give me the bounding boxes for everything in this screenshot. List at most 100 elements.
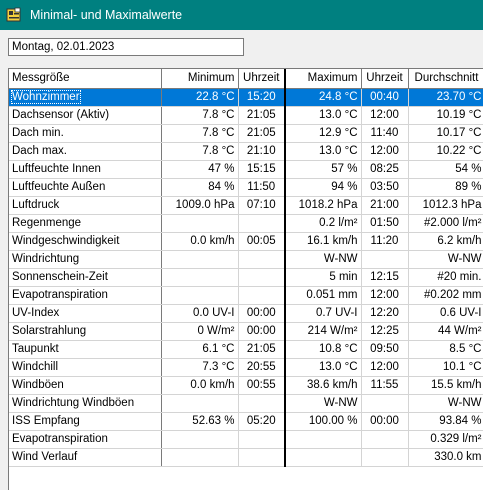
row-average: 0.6 UV-I	[408, 304, 483, 323]
header-max-time[interactable]: Uhrzeit	[361, 69, 409, 89]
row-min-time	[238, 268, 286, 287]
row-average: 23.70 °C	[408, 88, 483, 107]
row-min-time: 20:55	[238, 358, 286, 377]
row-maximum: 94 %	[285, 178, 362, 197]
table-row[interactable]: Windgeschwindigkeit 0.0 km/h 00:05 16.1 km/…	[9, 232, 483, 251]
row-maximum: 10.8 °C	[285, 340, 362, 359]
row-maximum: 0.051 mm	[285, 286, 362, 305]
row-name: Taupunkt	[9, 340, 162, 359]
row-maximum: 0.2 l/m²	[285, 214, 362, 233]
row-max-time	[361, 448, 409, 467]
row-name-label: Windrichtung	[12, 253, 80, 265]
table-row[interactable]: Luftdruck 1009.0 hPa 07:10 1018.2 hPa 21:00 1…	[9, 196, 483, 215]
row-name-label: Evapotranspiration	[12, 433, 108, 445]
row-min-time	[238, 394, 286, 413]
row-max-time	[361, 394, 409, 413]
table-row[interactable]: Luftfeuchte Innen 47 % 15:15 57 % 08:25 54 %	[9, 160, 483, 179]
row-max-time: 09:50	[361, 340, 409, 359]
row-max-time: 11:55	[361, 376, 409, 395]
table-row[interactable]: Windrichtung W-NW W-NW	[9, 250, 483, 269]
table-row[interactable]: Luftfeuchte Außen 84 % 11:50 94 % 03:50 89 %	[9, 178, 483, 197]
header-row: Messgröße Minimum Uhrzeit Maximum Uhrzei…	[9, 69, 483, 89]
row-name: Dach min.	[9, 124, 162, 143]
row-minimum: 0.0 UV-I	[161, 304, 239, 323]
title-bar: Minimal- und Maximalwerte	[0, 0, 483, 30]
date-field[interactable]: Montag, 02.01.2023	[8, 38, 244, 56]
table-row[interactable]: Windchill 7.3 °C 20:55 13.0 °C 12:00 10.1 °C	[9, 358, 483, 377]
row-name: Wind Verlauf	[9, 448, 162, 467]
row-minimum: 0.0 km/h	[161, 232, 239, 251]
table-row[interactable]: Windböen 0.0 km/h 00:55 38.6 km/h 11:55 15.5 …	[9, 376, 483, 395]
row-min-time	[238, 214, 286, 233]
table-row[interactable]: Wind Verlauf 330.0 km	[9, 448, 483, 467]
values-grid[interactable]: Messgröße Minimum Uhrzeit Maximum Uhrzei…	[8, 68, 483, 490]
row-max-time: 00:40	[361, 88, 409, 107]
row-maximum	[285, 448, 362, 467]
table-row[interactable]: Taupunkt 6.1 °C 21:05 10.8 °C 09:50 8.5 °C	[9, 340, 483, 359]
row-name-label: Windgeschwindigkeit	[12, 235, 120, 247]
row-min-time	[238, 250, 286, 269]
row-name-label: Dachsensor (Aktiv)	[12, 109, 110, 121]
row-average: 0.329 l/m²	[408, 430, 483, 449]
table-row[interactable]: Solarstrahlung 0 W/m² 00:00 214 W/m² 12:25 44…	[9, 322, 483, 341]
row-min-time: 00:05	[238, 232, 286, 251]
table-row[interactable]: Regenmenge 0.2 l/m² 01:50 #2.000 l/m²	[9, 214, 483, 233]
row-max-time: 12:15	[361, 268, 409, 287]
header-average[interactable]: Durchschnitt	[408, 69, 483, 89]
row-minimum: 7.8 °C	[161, 142, 239, 161]
table-row[interactable]: ISS Empfang 52.63 % 05:20 100.00 % 00:00 93.8…	[9, 412, 483, 431]
row-name: Windchill	[9, 358, 162, 377]
row-name: Sonnenschein-Zeit	[9, 268, 162, 287]
row-minimum	[161, 250, 239, 269]
row-minimum: 6.1 °C	[161, 340, 239, 359]
row-minimum	[161, 268, 239, 287]
table-row[interactable]: Dach min. 7.8 °C 21:05 12.9 °C 11:40 10.17 °C	[9, 124, 483, 143]
row-average: #20 min.	[408, 268, 483, 287]
row-minimum: 7.8 °C	[161, 106, 239, 125]
table-row[interactable]: Evapotranspiration 0.329 l/m²	[9, 430, 483, 449]
row-name: Luftdruck	[9, 196, 162, 215]
row-average: #0.202 mm	[408, 286, 483, 305]
row-min-time: 21:05	[238, 106, 286, 125]
header-maximum[interactable]: Maximum	[285, 69, 362, 89]
row-name-label: UV-Index	[12, 307, 60, 319]
row-name-label: Taupunkt	[12, 343, 59, 355]
row-name-label: Wind Verlauf	[12, 451, 78, 463]
row-max-time: 12:00	[361, 358, 409, 377]
row-name-label: Wohnzimmer	[11, 90, 81, 104]
row-name: Evapotranspiration	[9, 430, 162, 449]
app-icon[interactable]	[6, 7, 22, 23]
row-name: Luftfeuchte Innen	[9, 160, 162, 179]
row-name-label: Sonnenschein-Zeit	[12, 271, 108, 283]
table-row[interactable]: Evapotranspiration 0.051 mm 12:00 #0.202 mm	[9, 286, 483, 305]
table-row[interactable]: Sonnenschein-Zeit 5 min 12:15 #20 min.	[9, 268, 483, 287]
table-row[interactable]: Dachsensor (Aktiv) 7.8 °C 21:05 13.0 °C 12:0…	[9, 106, 483, 125]
row-min-time: 07:10	[238, 196, 286, 215]
row-max-time	[361, 430, 409, 449]
row-min-time: 21:05	[238, 340, 286, 359]
row-max-time: 08:25	[361, 160, 409, 179]
row-maximum: 24.8 °C	[285, 88, 362, 107]
row-minimum	[161, 448, 239, 467]
table-row[interactable]: Dach max. 7.8 °C 21:10 13.0 °C 12:00 10.22 °C	[9, 142, 483, 161]
table-row[interactable]: Windrichtung Windböen W-NW W-NW	[9, 394, 483, 413]
row-name-label: Regenmenge	[12, 217, 82, 229]
row-minimum: 0.0 km/h	[161, 376, 239, 395]
row-name-label: Luftfeuchte Außen	[12, 181, 106, 193]
values-table: Messgröße Minimum Uhrzeit Maximum Uhrzei…	[9, 69, 483, 467]
table-row[interactable]: UV-Index 0.0 UV-I 00:00 0.7 UV-I 12:20 0.6 UV…	[9, 304, 483, 323]
row-name: Dach max.	[9, 142, 162, 161]
header-min-time[interactable]: Uhrzeit	[238, 69, 286, 89]
table-row[interactable]: Wohnzimmer 22.8 °C 15:20 24.8 °C 00:40 23.70 …	[9, 88, 483, 107]
row-name-label: Windchill	[12, 361, 59, 373]
row-min-time	[238, 448, 286, 467]
row-min-time: 15:20	[238, 88, 286, 107]
header-messgroesse[interactable]: Messgröße	[9, 69, 162, 89]
row-minimum: 1009.0 hPa	[161, 196, 239, 215]
row-maximum: 0.7 UV-I	[285, 304, 362, 323]
row-maximum: 214 W/m²	[285, 322, 362, 341]
row-average: #2.000 l/m²	[408, 214, 483, 233]
row-name: ISS Empfang	[9, 412, 162, 431]
row-average: 54 %	[408, 160, 483, 179]
header-minimum[interactable]: Minimum	[161, 69, 239, 89]
